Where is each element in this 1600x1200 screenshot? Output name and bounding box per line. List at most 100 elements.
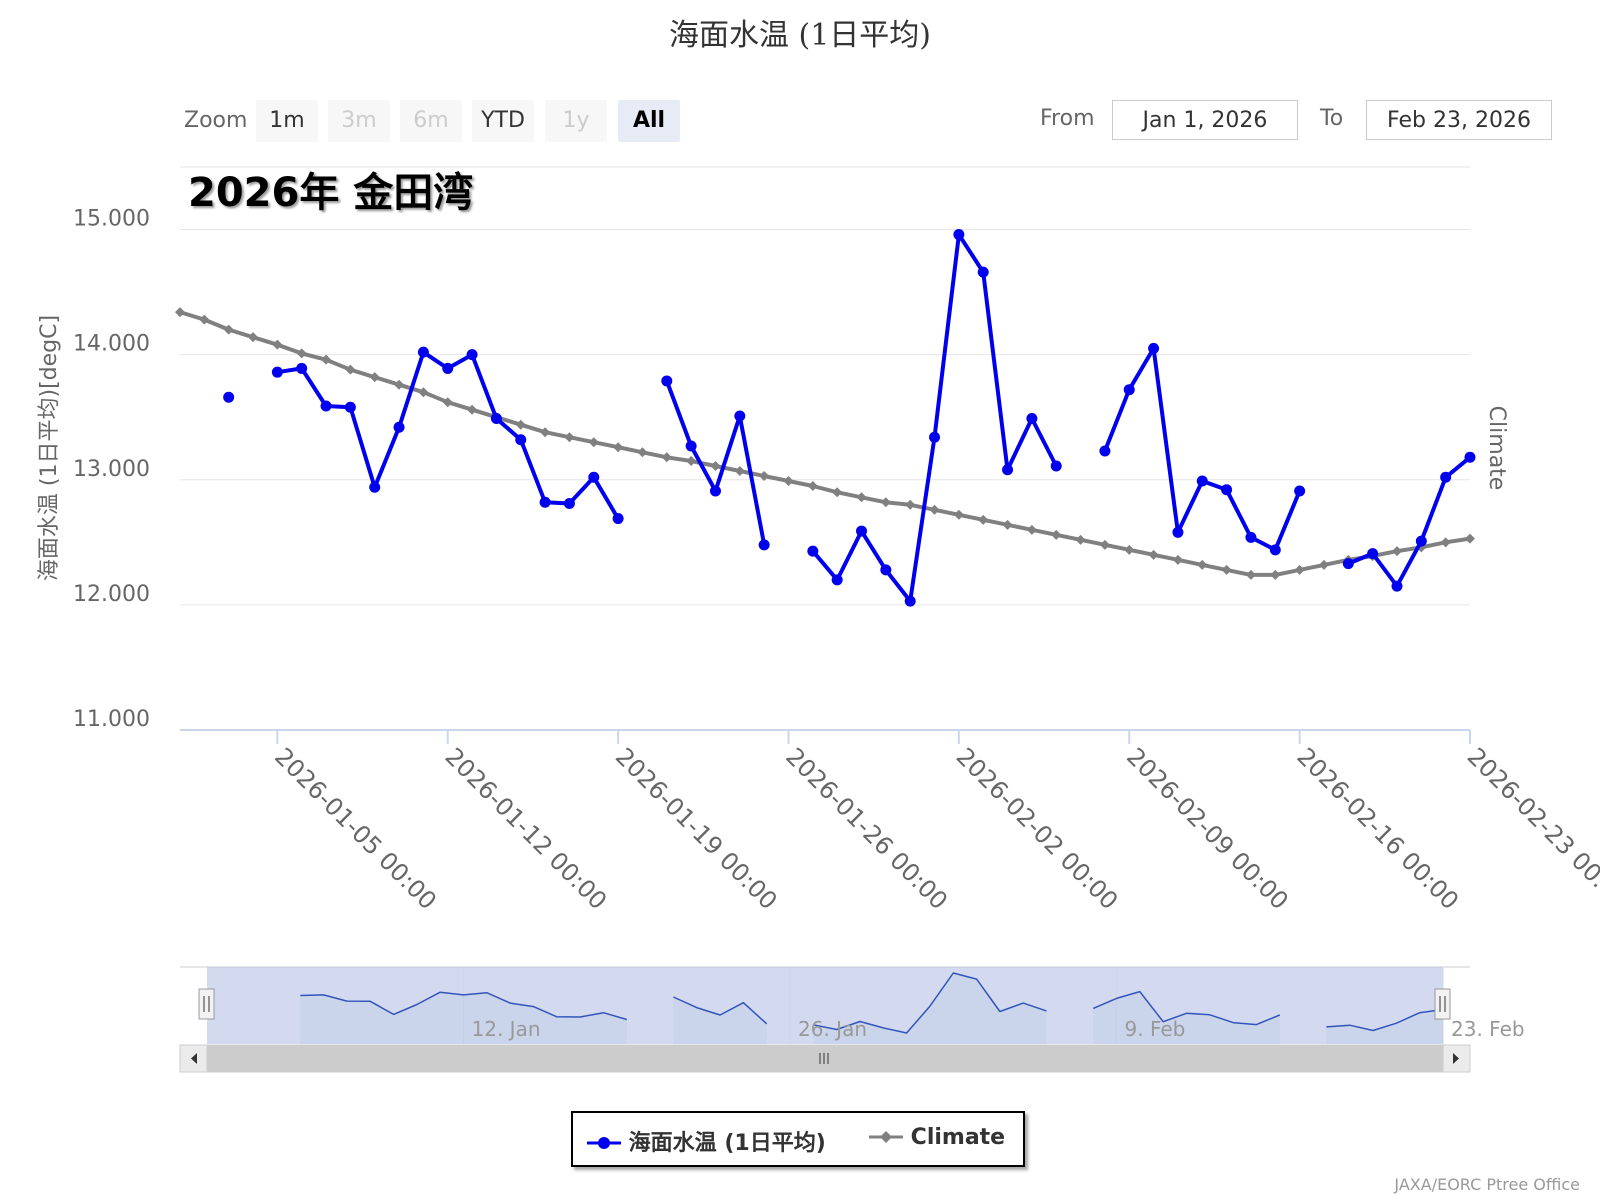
climate-point[interactable]	[613, 442, 624, 453]
climate-point[interactable]	[1124, 544, 1135, 555]
scrollbar-left-arrow-icon[interactable]	[179, 1044, 208, 1073]
sst-point[interactable]	[1221, 484, 1233, 496]
from-date-input[interactable]: Jan 1, 2026	[1112, 100, 1298, 140]
sst-point[interactable]	[1391, 580, 1403, 592]
series-climate[interactable]	[175, 307, 1475, 580]
sst-point[interactable]	[1294, 485, 1306, 497]
climate-point[interactable]	[856, 492, 867, 503]
climate-point[interactable]	[637, 447, 648, 458]
climate-point[interactable]	[467, 404, 478, 415]
sst-point[interactable]	[1026, 412, 1038, 424]
climate-point[interactable]	[710, 461, 721, 472]
climate-point[interactable]	[296, 348, 307, 359]
climate-point[interactable]	[515, 419, 526, 430]
zoom-3m-button[interactable]: 3m	[328, 100, 390, 142]
climate-point[interactable]	[442, 397, 453, 408]
zoom-1m-button[interactable]: 1m	[256, 100, 318, 142]
sst-point[interactable]	[1148, 342, 1160, 354]
sst-point[interactable]	[880, 564, 892, 576]
sst-point[interactable]	[734, 410, 746, 422]
climate-point[interactable]	[199, 314, 210, 325]
climate-point[interactable]	[1391, 546, 1402, 557]
sst-point[interactable]	[904, 595, 916, 607]
climate-point[interactable]	[1245, 569, 1256, 580]
climate-point[interactable]	[588, 437, 599, 448]
sst-point[interactable]	[953, 229, 965, 241]
sst-point[interactable]	[1196, 475, 1208, 487]
climate-point[interactable]	[1294, 564, 1305, 575]
sst-point[interactable]	[1342, 558, 1354, 570]
climate-point[interactable]	[248, 332, 259, 343]
climate-point[interactable]	[1440, 537, 1451, 548]
sst-point[interactable]	[563, 498, 575, 510]
climate-point[interactable]	[734, 466, 745, 477]
climate-point[interactable]	[1270, 569, 1281, 580]
sst-point[interactable]	[417, 346, 429, 358]
sst-point[interactable]	[223, 391, 235, 403]
climate-point[interactable]	[272, 339, 283, 350]
climate-point[interactable]	[369, 372, 380, 383]
climate-point[interactable]	[1026, 524, 1037, 535]
sst-point[interactable]	[856, 525, 868, 537]
sst-point[interactable]	[344, 401, 356, 413]
sst-point[interactable]	[1269, 544, 1281, 556]
navigator-right-handle[interactable]	[1434, 988, 1451, 1020]
sst-point[interactable]	[661, 375, 673, 387]
sst-point[interactable]	[1245, 531, 1257, 543]
sst-point[interactable]	[490, 412, 502, 424]
climate-point[interactable]	[1051, 529, 1062, 540]
climate-point[interactable]	[953, 509, 964, 520]
sst-point[interactable]	[1367, 548, 1379, 560]
sst-point[interactable]	[515, 434, 527, 446]
climate-point[interactable]	[394, 379, 405, 390]
climate-point[interactable]	[661, 452, 672, 463]
sst-point[interactable]	[1464, 451, 1476, 463]
sst-point[interactable]	[709, 485, 721, 497]
sst-point[interactable]	[296, 362, 308, 374]
climate-point[interactable]	[783, 476, 794, 487]
climate-point[interactable]	[929, 504, 940, 515]
sst-point[interactable]	[758, 539, 770, 551]
sst-point[interactable]	[1440, 471, 1452, 483]
zoom-ytd-button[interactable]: YTD	[472, 100, 534, 142]
sst-point[interactable]	[612, 513, 624, 525]
zoom-6m-button[interactable]: 6m	[400, 100, 462, 142]
navigator-left-handle[interactable]	[198, 988, 215, 1020]
climate-point[interactable]	[1221, 564, 1232, 575]
climate-point[interactable]	[807, 481, 818, 492]
sst-point[interactable]	[320, 400, 332, 412]
sst-point[interactable]	[442, 362, 454, 374]
sst-point[interactable]	[539, 496, 551, 508]
sst-point[interactable]	[271, 366, 283, 378]
sst-point[interactable]	[685, 440, 697, 452]
climate-point[interactable]	[564, 432, 575, 443]
zoom-all-button[interactable]: All	[618, 100, 680, 142]
climate-point[interactable]	[321, 354, 332, 365]
series-sst[interactable]	[223, 229, 1476, 607]
climate-point[interactable]	[1172, 554, 1183, 565]
climate-point[interactable]	[686, 456, 697, 467]
sst-point[interactable]	[1172, 526, 1184, 538]
climate-point[interactable]	[978, 514, 989, 525]
sst-point[interactable]	[588, 471, 600, 483]
navigator[interactable]: 12. Jan 26. Jan 9. Feb 23. Feb	[179, 966, 1525, 1073]
scrollbar-thumb[interactable]	[207, 1045, 1443, 1072]
sst-point[interactable]	[466, 349, 478, 361]
climate-point[interactable]	[1099, 539, 1110, 550]
zoom-1y-button[interactable]: 1y	[545, 100, 607, 142]
legend-item-sst[interactable]: 海面水温 (1日平均)	[587, 1125, 826, 1157]
climate-point[interactable]	[223, 324, 234, 335]
scrollbar-right-arrow-icon[interactable]	[1442, 1044, 1471, 1073]
climate-point[interactable]	[1148, 549, 1159, 560]
sst-point[interactable]	[831, 574, 843, 586]
to-date-input[interactable]: Feb 23, 2026	[1366, 100, 1552, 140]
sst-point[interactable]	[1415, 535, 1427, 547]
climate-point[interactable]	[880, 497, 891, 508]
climate-point[interactable]	[345, 364, 356, 375]
sst-point[interactable]	[393, 421, 405, 433]
sst-point[interactable]	[1123, 384, 1135, 396]
sst-point[interactable]	[977, 266, 989, 278]
credits[interactable]: JAXA/EORC Ptree Office	[1394, 1175, 1580, 1194]
climate-point[interactable]	[832, 487, 843, 498]
legend-item-climate[interactable]: Climate	[869, 1125, 1005, 1150]
